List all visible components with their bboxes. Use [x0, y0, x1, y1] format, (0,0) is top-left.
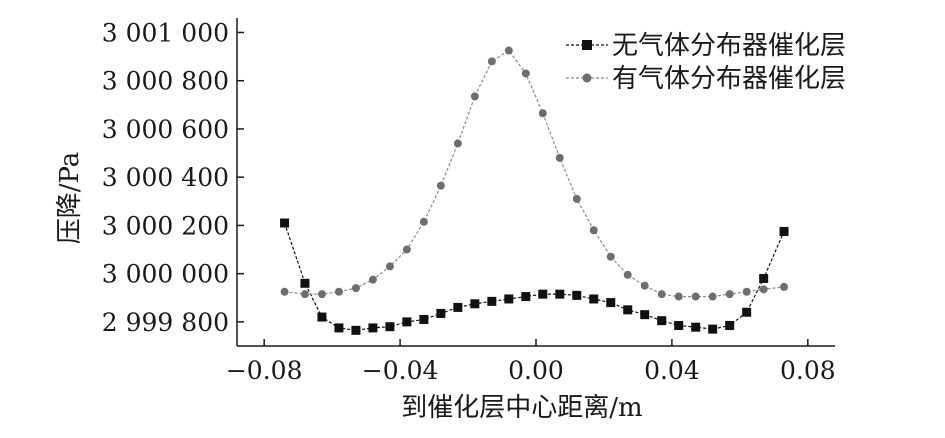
- data-point: [334, 287, 343, 296]
- series-2: [280, 46, 789, 301]
- data-point: [572, 194, 581, 203]
- y-ticks: 2 999 800 3 000 000 3 000 200 3 000 400 3 00…: [102, 18, 244, 337]
- data-point: [280, 218, 290, 228]
- data-point: [300, 290, 309, 299]
- data-point: [742, 307, 752, 317]
- data-point: [504, 46, 513, 55]
- data-point: [623, 305, 633, 315]
- data-point: [780, 282, 789, 291]
- data-point: [317, 312, 327, 322]
- data-point: [674, 292, 683, 301]
- y-tick-label: 3 000 000: [102, 260, 229, 289]
- data-point: [280, 287, 289, 296]
- data-point: [453, 302, 463, 312]
- y-tick-label: 3 000 800: [102, 67, 229, 96]
- data-point: [657, 290, 666, 299]
- y-tick-label: 2 999 800: [102, 308, 229, 337]
- data-point: [674, 321, 684, 330]
- legend-marker-series-1: [582, 40, 592, 50]
- y-axis-title: 压降/Pa: [55, 152, 85, 245]
- data-point: [453, 139, 462, 148]
- y-tick-label: 3 001 000: [102, 18, 229, 47]
- data-point: [572, 290, 582, 300]
- data-point: [300, 278, 310, 288]
- data-point: [402, 245, 411, 254]
- data-point: [589, 294, 599, 304]
- data-point: [725, 321, 735, 330]
- y-tick-label: 3 000 200: [102, 211, 229, 240]
- data-point: [708, 324, 718, 334]
- data-point: [317, 290, 326, 299]
- data-point: [708, 292, 717, 301]
- legend-item-series-1: 无气体分布器催化层: [566, 31, 846, 61]
- data-point: [606, 252, 615, 261]
- data-point: [691, 322, 701, 332]
- series-layer: [280, 46, 789, 335]
- data-point: [521, 292, 531, 302]
- data-point: [759, 273, 769, 283]
- series-1: [280, 218, 789, 335]
- data-point: [470, 92, 479, 101]
- data-point: [589, 226, 598, 235]
- data-point: [555, 289, 565, 299]
- x-tick-label: −0.08: [226, 356, 303, 385]
- data-point: [555, 153, 564, 162]
- data-point: [385, 262, 394, 271]
- data-point: [606, 298, 616, 308]
- legend-label-series-1: 无气体分布器催化层: [612, 31, 846, 61]
- data-point: [691, 292, 700, 301]
- data-point: [759, 285, 768, 294]
- data-point: [521, 69, 530, 78]
- data-point: [334, 323, 344, 333]
- legend-item-series-2: 有气体分布器催化层: [566, 64, 846, 94]
- data-point: [640, 281, 649, 290]
- x-tick-label: −0.04: [362, 356, 439, 385]
- legend-label-series-2: 有气体分布器催化层: [612, 64, 846, 94]
- data-point: [487, 296, 497, 306]
- legend: 无气体分布器催化层 有气体分布器催化层: [566, 31, 846, 94]
- data-point: [470, 299, 480, 309]
- data-point: [725, 290, 734, 299]
- y-tick-label: 3 000 400: [102, 163, 229, 192]
- x-ticks: −0.08 −0.04 0.00 0.04 0.08: [226, 339, 836, 385]
- data-point: [368, 275, 377, 284]
- x-tick-label: 0.08: [780, 356, 836, 385]
- data-point: [538, 289, 548, 299]
- data-point: [351, 284, 360, 293]
- data-point: [402, 317, 412, 327]
- x-tick-label: 0.00: [508, 356, 564, 385]
- data-point: [436, 308, 446, 318]
- data-point: [742, 287, 751, 296]
- data-point: [385, 322, 395, 332]
- data-point: [657, 316, 667, 326]
- data-point: [538, 109, 547, 118]
- data-point: [368, 323, 378, 333]
- data-point: [487, 57, 496, 66]
- data-point: [779, 226, 789, 236]
- legend-marker-series-2: [582, 73, 592, 83]
- data-point: [640, 310, 650, 320]
- series-line-1: [284, 222, 785, 331]
- x-tick-label: 0.04: [644, 356, 700, 385]
- data-point: [351, 325, 361, 335]
- x-axis-title: 到催化层中心距离/m: [401, 393, 642, 423]
- data-point: [436, 181, 445, 190]
- data-point: [623, 270, 632, 279]
- y-tick-label: 3 000 600: [102, 115, 229, 144]
- data-point: [504, 294, 514, 304]
- data-point: [419, 314, 429, 324]
- data-point: [419, 217, 428, 226]
